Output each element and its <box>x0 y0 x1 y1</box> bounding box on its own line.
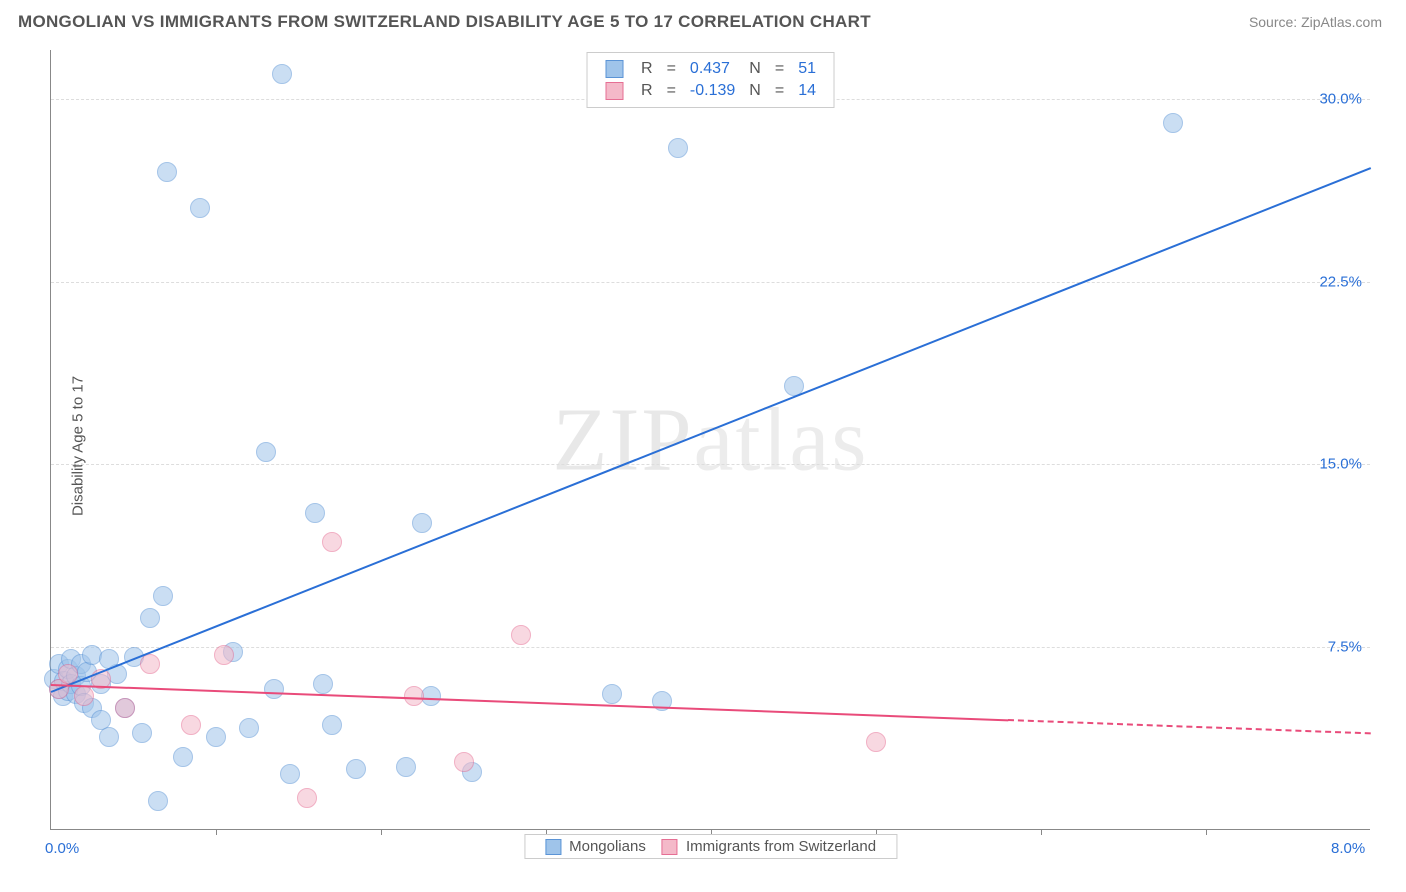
scatter-point <box>668 138 688 158</box>
legend-swatch <box>662 839 678 855</box>
legend-swatch <box>605 60 623 78</box>
y-tick-label: 7.5% <box>1328 639 1362 656</box>
scatter-point <box>206 727 226 747</box>
y-tick-label: 22.5% <box>1319 273 1362 290</box>
scatter-point <box>140 654 160 674</box>
legend-n-value: 51 <box>792 59 822 79</box>
scatter-point <box>346 759 366 779</box>
legend-series-label: Mongolians <box>569 838 646 855</box>
scatter-point <box>173 747 193 767</box>
legend-n-value: 14 <box>792 81 822 101</box>
scatter-point <box>214 645 234 665</box>
gridline-horizontal <box>51 464 1370 465</box>
legend-swatch <box>605 82 623 100</box>
y-tick-label: 15.0% <box>1319 456 1362 473</box>
scatter-point <box>132 723 152 743</box>
legend-r-label: R <box>635 59 659 79</box>
x-tick <box>216 829 217 835</box>
scatter-point <box>297 788 317 808</box>
source-link[interactable]: ZipAtlas.com <box>1301 14 1382 30</box>
legend-series-label: Immigrants from Switzerland <box>686 838 876 855</box>
scatter-point <box>1163 113 1183 133</box>
scatter-point <box>157 162 177 182</box>
scatter-point <box>264 679 284 699</box>
legend-n-label: N <box>743 81 767 101</box>
trend-line <box>51 167 1372 693</box>
scatter-point <box>322 715 342 735</box>
scatter-point <box>305 503 325 523</box>
scatter-point <box>322 532 342 552</box>
scatter-point <box>256 442 276 462</box>
scatter-point <box>115 698 135 718</box>
x-tick <box>1041 829 1042 835</box>
scatter-point <box>153 586 173 606</box>
legend-series: Mongolians Immigrants from Switzerland <box>524 834 897 859</box>
scatter-point <box>148 791 168 811</box>
scatter-point <box>99 727 119 747</box>
scatter-point <box>74 686 94 706</box>
scatter-point <box>313 674 333 694</box>
gridline-horizontal <box>51 647 1370 648</box>
x-tick-label: 8.0% <box>1331 840 1365 857</box>
scatter-point <box>511 625 531 645</box>
scatter-point <box>239 718 259 738</box>
x-tick <box>381 829 382 835</box>
scatter-point <box>454 752 474 772</box>
scatter-point <box>272 64 292 84</box>
scatter-point <box>602 684 622 704</box>
legend-n-label: N <box>743 59 767 79</box>
x-tick-label: 0.0% <box>45 840 79 857</box>
scatter-point <box>181 715 201 735</box>
x-tick <box>1206 829 1207 835</box>
scatter-point <box>396 757 416 777</box>
scatter-point <box>404 686 424 706</box>
source-prefix: Source: <box>1249 14 1301 30</box>
legend-r-value: -0.139 <box>684 81 741 101</box>
y-tick-label: 30.0% <box>1319 90 1362 107</box>
scatter-point <box>866 732 886 752</box>
chart-title: MONGOLIAN VS IMMIGRANTS FROM SWITZERLAND… <box>18 12 871 32</box>
scatter-point <box>190 198 210 218</box>
legend-r-value: 0.437 <box>684 59 741 79</box>
trend-line <box>1008 719 1371 734</box>
scatter-point <box>280 764 300 784</box>
source-attribution: Source: ZipAtlas.com <box>1249 14 1382 30</box>
legend-stats: R=0.437N=51R=-0.139N=14 <box>586 52 835 108</box>
legend-r-label: R <box>635 81 659 101</box>
legend-swatch <box>545 839 561 855</box>
scatter-point <box>140 608 160 628</box>
scatter-point <box>412 513 432 533</box>
gridline-horizontal <box>51 282 1370 283</box>
watermark: ZIPatlas <box>553 388 869 491</box>
scatter-chart: ZIPatlas 7.5%15.0%22.5%30.0%0.0%8.0%R=0.… <box>50 50 1370 830</box>
